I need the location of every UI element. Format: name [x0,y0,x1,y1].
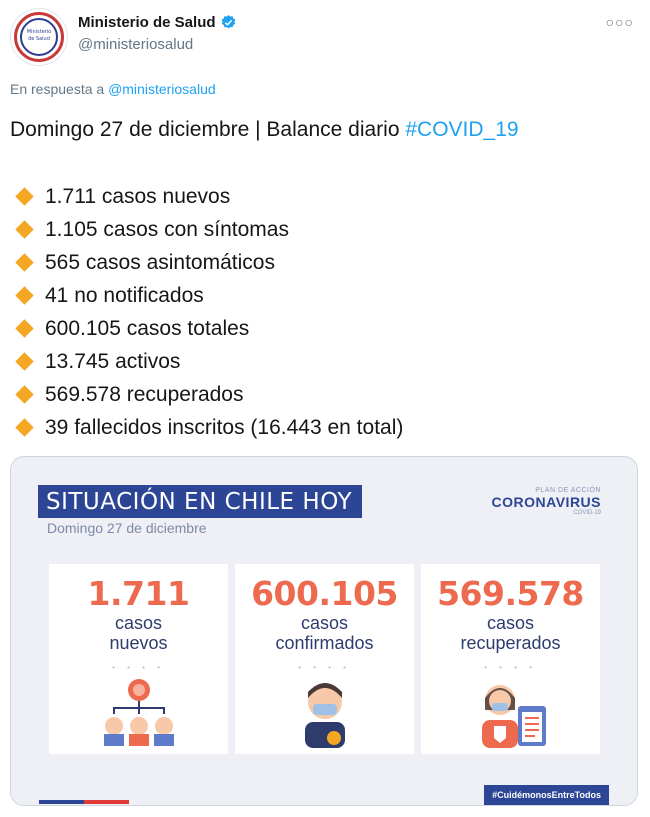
list-item: 569.578 recuperados [14,378,403,411]
avatar-logo-text: Ministerio de Salud [26,29,52,42]
avatar[interactable]: Ministerio de Salud [10,8,68,66]
stat-card-new-cases: 1.711 casos nuevos • • • • [49,564,228,754]
stat-dots: • • • • [112,663,165,672]
stat-card-confirmed: 600.105 casos confirmados • • • • [235,564,414,754]
diamond-icon [15,418,34,437]
tweet-title: Domingo 27 de diciembre | Balance diario… [10,118,519,142]
list-item: 565 casos asintomáticos [14,246,403,279]
infographic-banner: SITUACIÓN EN CHILE HOY [38,485,363,518]
campaign-hashtag-tag: #CuidémonosEntreTodos [484,785,609,805]
stat-label: casos [300,613,349,633]
hashtag-link[interactable]: #COVID_19 [405,118,519,141]
coronavirus-plan-logo: PLAN DE ACCIÓN CORONAVIRUS COVID-19 [491,487,601,516]
stat-card-recovered: 569.578 casos recuperados • • • • [421,564,600,754]
stat-label: confirmados [275,633,374,653]
infographic-image[interactable]: SITUACIÓN EN CHILE HOY Domingo 27 de dic… [10,456,638,806]
account-handle[interactable]: @ministeriosalud [78,36,194,53]
reply-context: En respuesta a @ministeriosalud [10,81,216,97]
stat-dots: • • • • [298,663,351,672]
diamond-icon [15,220,34,239]
account-name[interactable]: Ministerio de Salud [78,14,216,31]
stat-label: recuperados [460,633,561,653]
diamond-icon [15,385,34,404]
diamond-icon [15,352,34,371]
reply-prefix: En respuesta a [10,81,105,97]
stat-number: 1.711 [87,574,190,613]
list-item: 41 no notificados [14,279,403,312]
stat-number: 600.105 [251,574,398,613]
avatar-inner-ring [20,18,58,56]
stat-label: casos [114,613,163,633]
flag-stripe [39,800,129,804]
diamond-icon [15,286,34,305]
verified-badge-icon [221,15,235,29]
tweet-header: Ministerio de Salud Ministerio de Salud … [10,8,640,68]
diamond-icon [15,253,34,272]
diamond-icon [15,319,34,338]
tweet-title-text: Domingo 27 de diciembre | Balance diario [10,118,400,141]
list-item: 13.745 activos [14,345,403,378]
doctor-clipboard-icon [482,685,546,748]
stat-label: casos [486,613,535,633]
tweet-list: 1.711 casos nuevos 1.105 casos con sínto… [14,180,403,444]
list-item: 39 fallecidos inscritos (16.443 en total… [14,411,403,444]
more-options-icon[interactable]: ○○○ [605,14,634,30]
stat-label: nuevos [109,633,168,653]
stat-number: 569.578 [437,574,584,613]
stat-dots: • • • • [484,663,537,672]
masked-person-icon [305,683,345,748]
diamond-icon [15,187,34,206]
list-item: 600.105 casos totales [14,312,403,345]
list-item: 1.711 casos nuevos [14,180,403,213]
reply-mention-link[interactable]: @ministeriosalud [108,81,216,97]
infographic-date: Domingo 27 de diciembre [47,520,207,536]
list-item: 1.105 casos con síntomas [14,213,403,246]
people-group-icon [104,679,174,746]
avatar-ring [14,12,64,62]
